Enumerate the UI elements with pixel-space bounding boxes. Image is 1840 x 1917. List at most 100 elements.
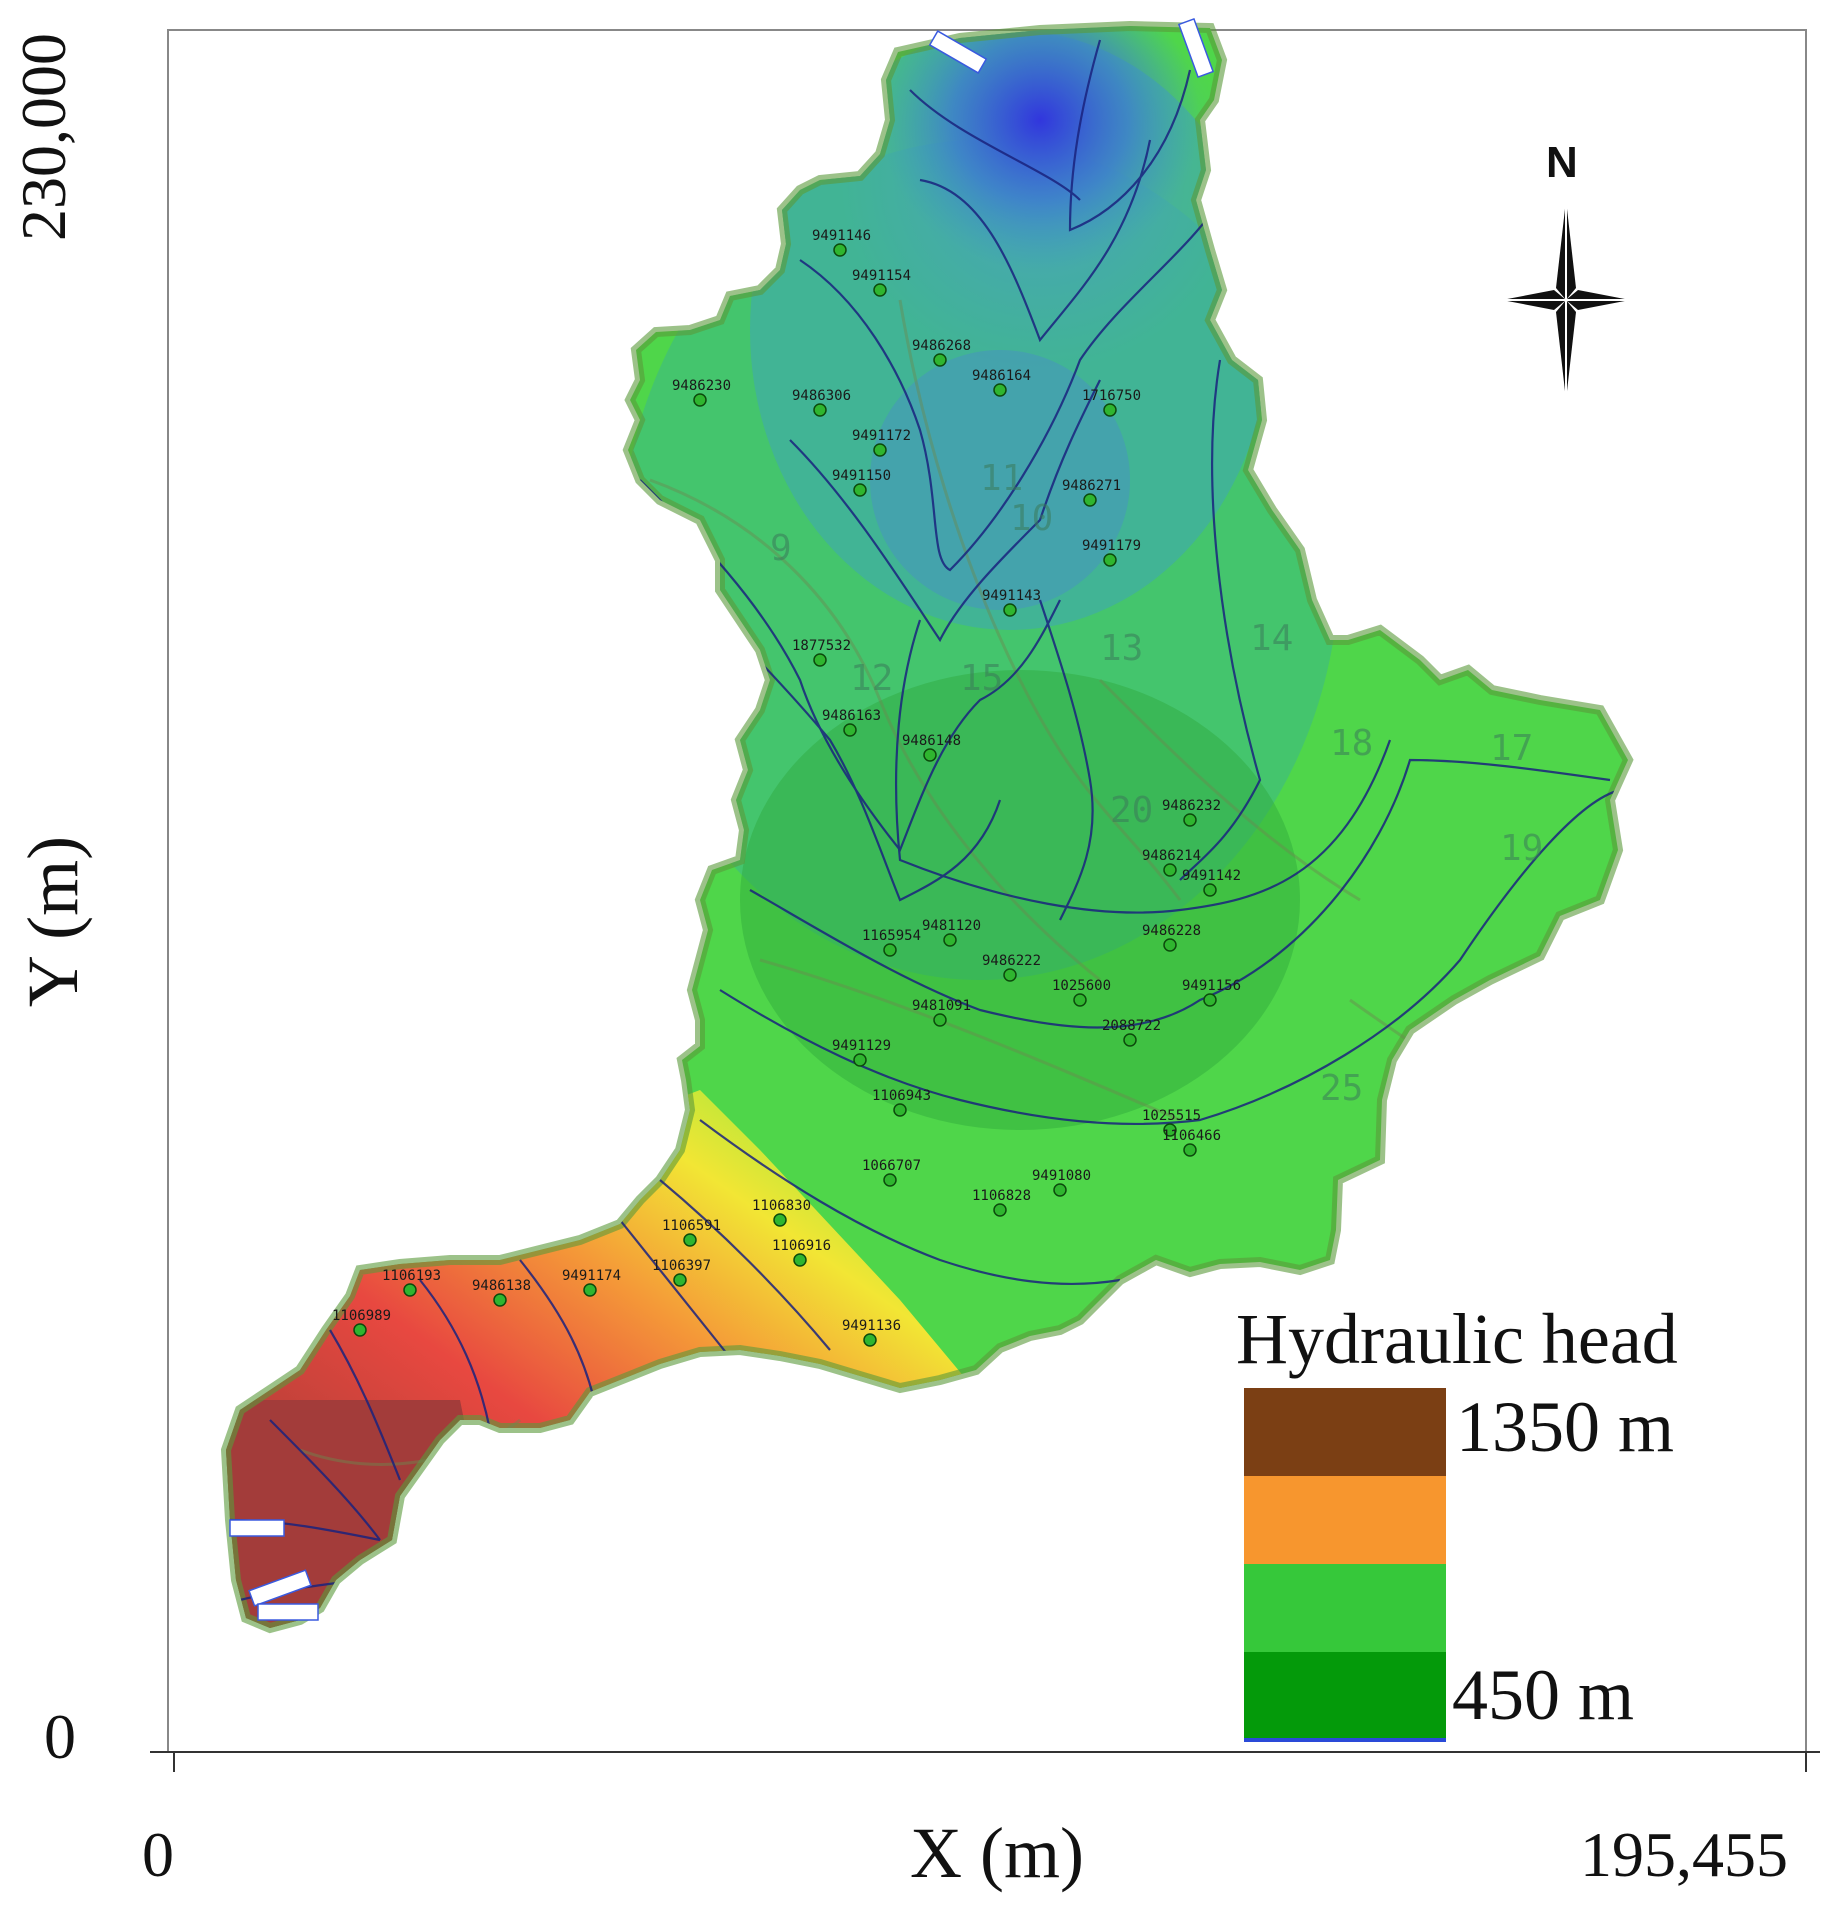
well-label: 1066707 (862, 1158, 921, 1174)
legend-title: Hydraulic head (1236, 1299, 1678, 1379)
subbasin-number: 17 (1490, 728, 1533, 769)
well-marker: 9491129 (832, 1038, 891, 1067)
subbasin-number: 14 (1250, 618, 1293, 659)
well-label: 9486148 (902, 733, 961, 749)
well-marker: 2088722 (1102, 1018, 1161, 1047)
well-marker: 9486232 (1162, 798, 1221, 827)
well-label: 9486164 (972, 368, 1031, 384)
contour-lines (229, 39, 1621, 1602)
well-label: 9491129 (832, 1038, 891, 1054)
well-marker: 9491143 (982, 588, 1041, 617)
well-label: 9491172 (852, 428, 911, 444)
well-marker: 1106989 (332, 1308, 391, 1337)
well-marker: 1066707 (862, 1158, 921, 1187)
subbasin-number: 12 (850, 658, 893, 699)
well-marker: 1716750 (1082, 388, 1141, 417)
legend-swatch (1244, 1652, 1446, 1740)
well-label: 1716750 (1082, 388, 1141, 404)
legend-swatch (1244, 1388, 1446, 1476)
well-marker: 9486214 (1142, 848, 1201, 877)
well-label: 9491150 (832, 468, 891, 484)
well-marker: 1106916 (772, 1238, 831, 1267)
well-label: 9481091 (912, 998, 971, 1014)
well-marker: 9491179 (1082, 538, 1141, 567)
well-label: 1106916 (772, 1238, 831, 1254)
legend-swatch (1244, 1564, 1446, 1652)
subbasin-number: 10 (1010, 498, 1053, 539)
well-marker: 1106466 (1162, 1128, 1221, 1157)
y-axis-title: Y (m) (13, 835, 94, 1008)
well-label: 9486222 (982, 953, 1041, 969)
legend-max-label: 1350 m (1456, 1387, 1675, 1467)
legend-min-label: 450 m (1452, 1655, 1635, 1735)
well-label: 1025600 (1052, 978, 1111, 994)
subbasin-number: 9 (770, 528, 792, 569)
well-marker: 9491142 (1182, 868, 1241, 897)
subbasin-number: 19 (1500, 828, 1543, 869)
well-marker: 9486306 (792, 388, 851, 417)
subbasin-number-group: 11 9 10 12 13 14 15 17 18 19 20 25 (770, 458, 1543, 1109)
well-label: 9491179 (1082, 538, 1141, 554)
well-marker: 1106591 (662, 1218, 721, 1247)
well-label: 9491146 (812, 228, 871, 244)
well-label: 9486268 (912, 338, 971, 354)
well-label: 1106830 (752, 1198, 811, 1214)
well-marker: 1106830 (752, 1198, 811, 1227)
y-axis-max-label: 230,000 (8, 33, 79, 241)
well-marker: 1106943 (872, 1088, 931, 1117)
well-marker: 9481091 (912, 998, 971, 1027)
well-label: 1025515 (1142, 1108, 1201, 1124)
well-label: 9486228 (1142, 923, 1201, 939)
subbasin-number: 13 (1100, 628, 1143, 669)
well-label: 9491142 (1182, 868, 1241, 884)
well-label: 1106466 (1162, 1128, 1221, 1144)
well-label: 1106828 (972, 1188, 1031, 1204)
well-marker: 9491174 (562, 1268, 621, 1297)
well-label: 1106193 (382, 1268, 441, 1284)
well-label: 9491143 (982, 588, 1041, 604)
well-marker: 9491154 (852, 268, 911, 297)
well-marker: 1106828 (972, 1188, 1031, 1217)
well-marker: 1877532 (792, 638, 851, 667)
well-label: 9486214 (1142, 848, 1201, 864)
well-marker: 9486228 (1142, 923, 1201, 952)
well-label: 9486138 (472, 1278, 531, 1294)
well-label: 1165954 (862, 928, 921, 944)
well-label: 9481120 (922, 918, 981, 934)
well-marker: 9491080 (1032, 1168, 1091, 1197)
subbasin-number: 20 (1110, 790, 1153, 831)
well-label: 9486230 (672, 378, 731, 394)
north-arrow-icon (1502, 200, 1630, 400)
well-marker: 1165954 (862, 928, 921, 957)
well-label: 9491136 (842, 1318, 901, 1334)
well-marker: 9491136 (842, 1318, 901, 1347)
well-label: 2088722 (1102, 1018, 1161, 1034)
well-label: 9486271 (1062, 478, 1121, 494)
x-axis-max-label: 195,455 (1580, 1819, 1788, 1890)
well-label: 1106397 (652, 1258, 711, 1274)
well-label: 9491156 (1182, 978, 1241, 994)
well-marker: 1106193 (382, 1268, 441, 1297)
well-marker: 9491146 (812, 228, 871, 257)
well-marker: 9486268 (912, 338, 971, 367)
x-axis-min-label: 0 (142, 1819, 174, 1890)
well-label: 1106591 (662, 1218, 721, 1234)
well-label: 1877532 (792, 638, 851, 654)
well-label: 9486232 (1162, 798, 1221, 814)
well-marker: 9486222 (982, 953, 1041, 982)
north-label: N (1546, 138, 1578, 187)
well-label: 9491154 (852, 268, 911, 284)
well-marker: 9481120 (922, 918, 981, 947)
legend-swatch (1244, 1476, 1446, 1564)
well-marker: 9486148 (902, 733, 961, 762)
y-axis-min-label: 0 (44, 1701, 76, 1772)
well-marker: 1025600 (1052, 978, 1111, 1007)
well-label: 1106989 (332, 1308, 391, 1324)
x-axis-title: X (m) (910, 1813, 1084, 1893)
subbasin-number: 15 (960, 658, 1003, 699)
subbasin-number: 25 (1320, 1068, 1363, 1109)
well-marker: 9491172 (852, 428, 911, 457)
